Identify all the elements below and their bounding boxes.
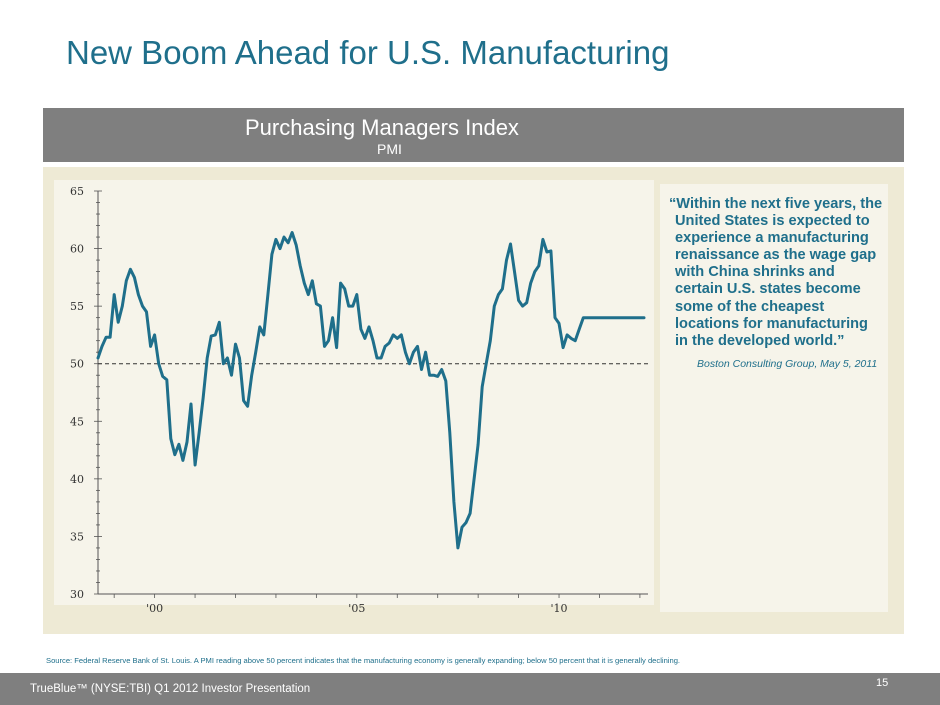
y-tick-label: 30 bbox=[70, 588, 84, 601]
quote-line: some of the cheapest bbox=[675, 298, 825, 315]
slide-title: New Boom Ahead for U.S. Manufacturing bbox=[66, 34, 670, 71]
y-tick-label: 50 bbox=[70, 358, 84, 371]
y-tick-label: 65 bbox=[70, 185, 84, 198]
quote-line: certain U.S. states become bbox=[675, 281, 861, 298]
page-number: 15 bbox=[876, 677, 889, 689]
y-tick-label: 55 bbox=[70, 300, 84, 313]
plot-area bbox=[54, 180, 654, 605]
x-tick-label: '05 bbox=[348, 602, 365, 615]
quote-attribution: Boston Consulting Group, May 5, 2011 bbox=[697, 358, 878, 370]
quote-text: “Within the next five years, the United … bbox=[669, 196, 889, 350]
quote-line: locations for manufacturing bbox=[675, 315, 868, 332]
source-note: Source: Federal Reserve Bank of St. Loui… bbox=[46, 656, 681, 665]
footer-bar: TrueBlue™ (NYSE:TBI) Q1 2012 Investor Pr… bbox=[0, 673, 940, 705]
quote-line: “Within the next five years, the bbox=[669, 196, 883, 212]
y-tick-label: 45 bbox=[70, 415, 84, 428]
x-tick-label: '10 bbox=[551, 602, 568, 615]
chart-subtitle: PMI bbox=[377, 141, 402, 157]
quote-line: United States is expected to bbox=[675, 213, 870, 230]
footer-text: TrueBlue™ (NYSE:TBI) Q1 2012 Investor Pr… bbox=[30, 683, 311, 695]
chart-title: Purchasing Managers Index bbox=[245, 115, 519, 140]
quote-line: renaissance as the wage gap bbox=[675, 247, 877, 264]
pmi-series-line bbox=[96, 231, 646, 550]
y-tick-label: 35 bbox=[70, 530, 84, 543]
quote-line: in the developed world.” bbox=[675, 332, 845, 349]
quote-line: experience a manufacturing bbox=[675, 230, 869, 247]
chart-title-band: Purchasing Managers Index PMI bbox=[43, 108, 904, 162]
quote-box bbox=[660, 184, 888, 612]
y-tick-label: 60 bbox=[70, 243, 84, 256]
y-tick-label: 40 bbox=[70, 473, 84, 486]
x-tick-label: '00 bbox=[146, 602, 163, 615]
quote-line: with China shrinks and bbox=[675, 264, 835, 281]
